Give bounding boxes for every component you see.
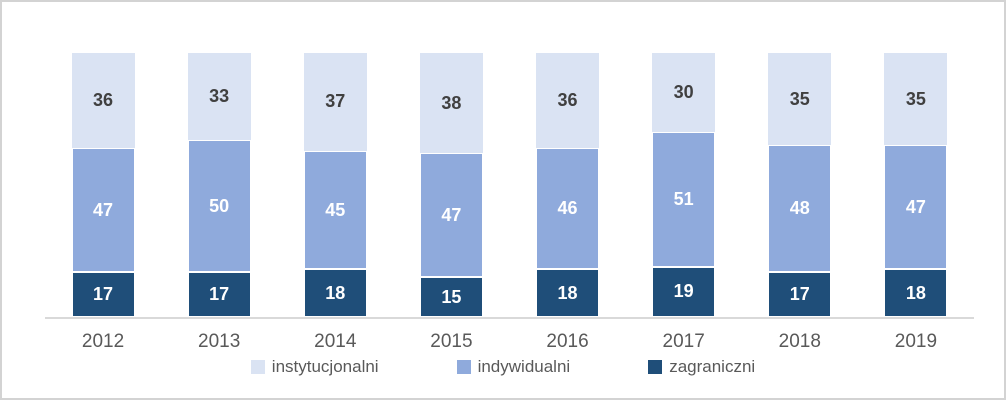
bar-value-label: 47 — [93, 199, 114, 220]
bar-value-label: 35 — [789, 88, 810, 109]
x-tick-label-2014: 2014 — [314, 331, 357, 352]
bar-value-label: 18 — [905, 282, 926, 303]
bar-value-label: 51 — [673, 189, 694, 209]
bar-value-label: 47 — [441, 204, 462, 225]
legend-swatch-icon — [456, 360, 471, 374]
bar-segment-indywidualni: 50 — [187, 140, 251, 273]
bar-segment-indywidualni: 48 — [768, 145, 832, 273]
bar-segment-zagraniczni: 15 — [419, 277, 483, 317]
legend-label: zagraniczni — [669, 357, 756, 376]
bar-segment-zagraniczni: 19 — [652, 266, 716, 317]
stacked-bar-2018: 35 48 17 — [768, 53, 832, 317]
x-tick-label-2018: 2018 — [778, 331, 821, 352]
bar-value-label: 18 — [557, 282, 578, 303]
stacked-bar-2017: 30 51 19 — [652, 53, 716, 317]
x-axis-tick-labels: 2012 2013 2014 2015 2016 2017 2018 2019 — [45, 331, 974, 353]
bar-value-label: 35 — [905, 88, 926, 109]
bar-value-label: 36 — [557, 90, 578, 111]
bar-slot-2016: 36 46 18 — [510, 53, 626, 317]
bar-segment-instytucjonalni: 38 — [419, 53, 483, 154]
bar-value-label: 36 — [93, 90, 114, 111]
bar-segment-indywidualni: 47 — [71, 148, 135, 273]
bar-value-label: 50 — [209, 195, 230, 216]
stacked-bar-2013: 33 50 17 — [187, 53, 251, 317]
x-tick-label-2012: 2012 — [81, 331, 125, 352]
bar-slot-2017: 30 51 19 — [626, 53, 742, 317]
bar-value-label: 18 — [325, 282, 346, 303]
bar-slot-2018: 35 48 17 — [742, 53, 858, 317]
bar-slot-2019: 35 47 18 — [858, 53, 974, 317]
legend-swatch-icon — [648, 360, 663, 374]
bar-segment-instytucjonalni: 30 — [652, 53, 716, 133]
stacked-bar-2012: 36 47 17 — [71, 53, 135, 317]
bar-slot-2014: 37 45 18 — [277, 53, 393, 317]
x-axis-line — [45, 317, 974, 319]
bar-segment-instytucjonalni: 36 — [71, 53, 135, 149]
bar-segment-zagraniczni: 18 — [884, 269, 948, 317]
bar-segment-instytucjonalni: 33 — [187, 53, 251, 141]
bar-value-label: 45 — [325, 199, 346, 220]
bar-segment-instytucjonalni: 35 — [884, 53, 948, 146]
legend-swatch-icon — [250, 360, 265, 374]
bar-segment-instytucjonalni: 37 — [303, 53, 367, 151]
bar-segment-instytucjonalni: 36 — [536, 53, 600, 149]
bar-segment-indywidualni: 46 — [536, 148, 600, 270]
bar-slot-2013: 33 50 17 — [161, 53, 277, 317]
x-tick-label-2013: 2013 — [198, 331, 241, 352]
bar-value-label: 17 — [209, 284, 230, 305]
bar-value-label: 15 — [441, 286, 462, 307]
bar-segment-zagraniczni: 17 — [187, 272, 251, 317]
x-tick-label-2015: 2015 — [430, 331, 473, 352]
stacked-bar-2016: 36 46 18 — [536, 53, 600, 317]
x-tick-label-2019: 2019 — [894, 331, 938, 352]
bar-segment-zagraniczni: 17 — [768, 272, 832, 317]
bar-segment-instytucjonalni: 35 — [768, 53, 832, 146]
bar-value-label: 37 — [325, 91, 346, 112]
x-tick-label-2016: 2016 — [546, 331, 589, 352]
x-tick-label-2017: 2017 — [662, 331, 705, 352]
bar-value-label: 33 — [209, 86, 230, 107]
bar-value-label: 30 — [673, 82, 694, 103]
legend-item-zagraniczni: zagraniczni — [648, 357, 755, 377]
bar-value-label: 17 — [93, 284, 114, 305]
bars-container: 36 47 17 33 50 17 37 45 18 38 47 15 36 46 18 30 51 19 35 48… — [45, 53, 974, 317]
bar-segment-indywidualni: 47 — [884, 145, 948, 270]
bar-segment-zagraniczni: 18 — [536, 269, 600, 317]
bar-slot-2012: 36 47 17 — [45, 53, 161, 317]
legend-item-instytucjonalni: instytucjonalni — [250, 357, 379, 377]
legend-label: instytucjonalni — [271, 357, 379, 376]
bar-segment-zagraniczni: 17 — [71, 272, 135, 317]
stacked-bar-2019: 35 47 18 — [884, 53, 948, 317]
bar-value-label: 38 — [441, 92, 462, 113]
bar-value-label: 46 — [557, 198, 578, 219]
bar-segment-indywidualni: 47 — [419, 153, 483, 278]
legend-label: indywidualni — [477, 357, 571, 376]
bar-segment-zagraniczni: 18 — [303, 269, 367, 317]
bar-value-label: 17 — [789, 284, 810, 305]
legend-item-indywidualni: indywidualni — [456, 357, 571, 377]
bar-segment-indywidualni: 45 — [303, 150, 367, 270]
bar-value-label: 48 — [789, 198, 810, 219]
bar-value-label: 47 — [905, 196, 926, 217]
bar-segment-indywidualni: 51 — [652, 132, 716, 267]
bar-value-label: 19 — [673, 281, 694, 302]
stacked-bar-2015: 38 47 15 — [419, 53, 483, 317]
chart-legend: instytucjonalni indywidualni zagraniczni — [2, 357, 1004, 377]
stacked-bar-2014: 37 45 18 — [303, 53, 367, 317]
bar-slot-2015: 38 47 15 — [393, 53, 509, 317]
